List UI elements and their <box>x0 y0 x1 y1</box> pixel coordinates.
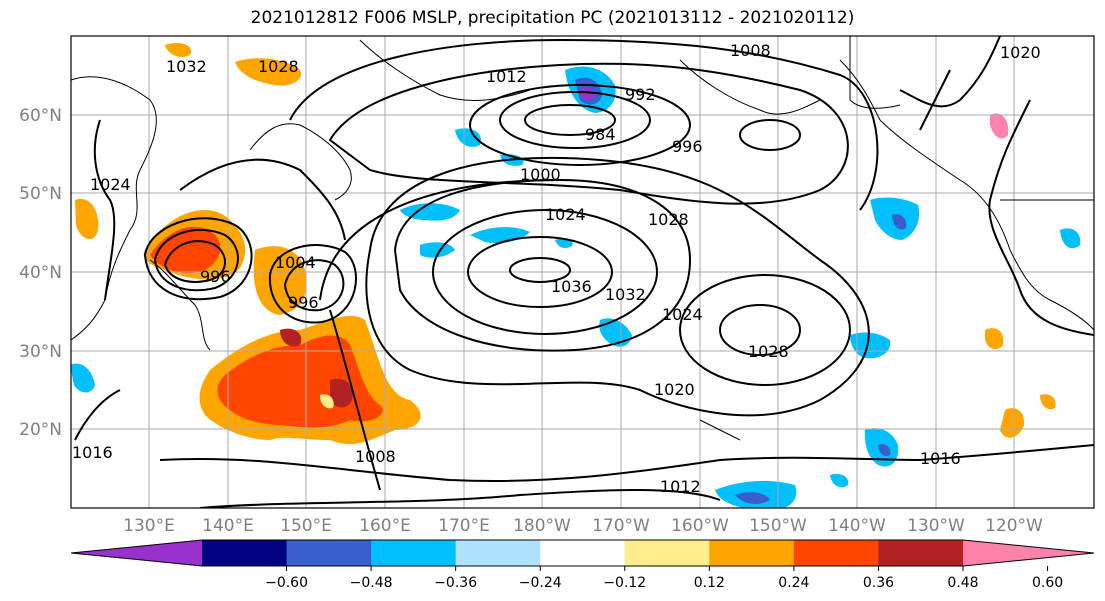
colorbar-tick-label: −0.48 <box>350 575 393 591</box>
map-title: 2021012812 F006 MSLP, precipitation PC (… <box>250 8 855 28</box>
lat-label: 20°N <box>19 420 62 440</box>
isobar-label: 1036 <box>551 277 592 296</box>
isobar-label: 984 <box>585 125 616 144</box>
isobar-label: 1028 <box>748 342 789 361</box>
lon-label: 130°W <box>907 516 965 536</box>
lon-label: 170°W <box>592 516 650 536</box>
colorbar-tick-label: 0.48 <box>947 575 978 591</box>
isobar-label: 1020 <box>1000 43 1041 62</box>
lon-label: 150°E <box>280 516 332 536</box>
colorbar-tick-label: 0.60 <box>1032 575 1063 591</box>
isobar-label: 996 <box>200 267 231 286</box>
isobar-label: 992 <box>625 85 656 104</box>
lon-label: 140°W <box>828 516 886 536</box>
colorbar-cell <box>793 540 879 566</box>
colorbar-tick-label: −0.12 <box>603 575 646 591</box>
isobar-label: 1024 <box>662 305 703 324</box>
colorbar-tick-label: −0.36 <box>434 575 477 591</box>
lon-label: 160°E <box>359 516 411 536</box>
isobar-label: 1028 <box>258 57 299 76</box>
colorbar-extend-high <box>963 540 1094 566</box>
colorbar-tick-label: 0.36 <box>863 575 894 591</box>
isobar-label: 1016 <box>920 449 961 468</box>
isobar-label: 1012 <box>486 67 527 86</box>
isobar-label: 996 <box>288 293 319 312</box>
colorbar-cell <box>286 540 372 566</box>
isobar-label: 1000 <box>520 165 561 184</box>
colorbar-tick-label: 0.24 <box>778 575 809 591</box>
isobar-label: 1020 <box>654 380 695 399</box>
isobars <box>74 36 1094 508</box>
lat-label: 60°N <box>19 106 62 126</box>
colorbar-tick-label: 0.12 <box>694 575 725 591</box>
colorbar-cell <box>624 540 710 566</box>
colorbar-cell <box>878 540 964 566</box>
isobar-label: 1004 <box>275 253 316 272</box>
lon-label: 120°W <box>985 516 1043 536</box>
isobar-labels: 1036 1032 1028 1024 1024 1028 1020 1016 … <box>72 41 1041 496</box>
isobar-label: 1008 <box>355 447 396 466</box>
lon-label: 130°E <box>123 516 175 536</box>
isobar-label: 996 <box>672 137 703 156</box>
colorbar-cell <box>540 540 626 566</box>
colorbar-cell <box>455 540 541 566</box>
lat-label: 40°N <box>19 263 62 283</box>
lat-label: 30°N <box>19 342 62 362</box>
isobar-label: 1028 <box>648 210 689 229</box>
colorbar-tick-label: −0.60 <box>265 575 308 591</box>
lon-label: 160°W <box>671 516 729 536</box>
lon-label: 170°E <box>438 516 490 536</box>
colorbar-cell <box>202 540 288 566</box>
isobar-label: 1024 <box>545 205 586 224</box>
map-frame <box>70 35 1095 509</box>
lon-label: 140°E <box>202 516 254 536</box>
colorbar-cell <box>709 540 795 566</box>
axis-labels: 130°E 140°E 150°E 160°E 170°E 180°W 170°… <box>19 106 1043 536</box>
isobar-label: 1024 <box>90 175 131 194</box>
isobar-label: 1008 <box>730 41 771 60</box>
colorbar-tick-label: −0.24 <box>519 575 562 591</box>
colorbar-cell <box>371 540 457 566</box>
gridlines <box>71 36 1094 508</box>
lon-label: 180°W <box>513 516 571 536</box>
isobar-label: 1032 <box>605 285 646 304</box>
isobar-label: 1032 <box>166 57 207 76</box>
colorbar-extend-low <box>71 540 202 566</box>
isobar-label: 1012 <box>660 477 701 496</box>
isobar-label: 1016 <box>72 443 113 462</box>
lon-label: 150°W <box>749 516 807 536</box>
lat-label: 50°N <box>19 184 62 204</box>
colorbar: −0.60 −0.48 −0.36 −0.24 −0.12 0.12 0.24 0.36 0.4… <box>70 539 1095 591</box>
